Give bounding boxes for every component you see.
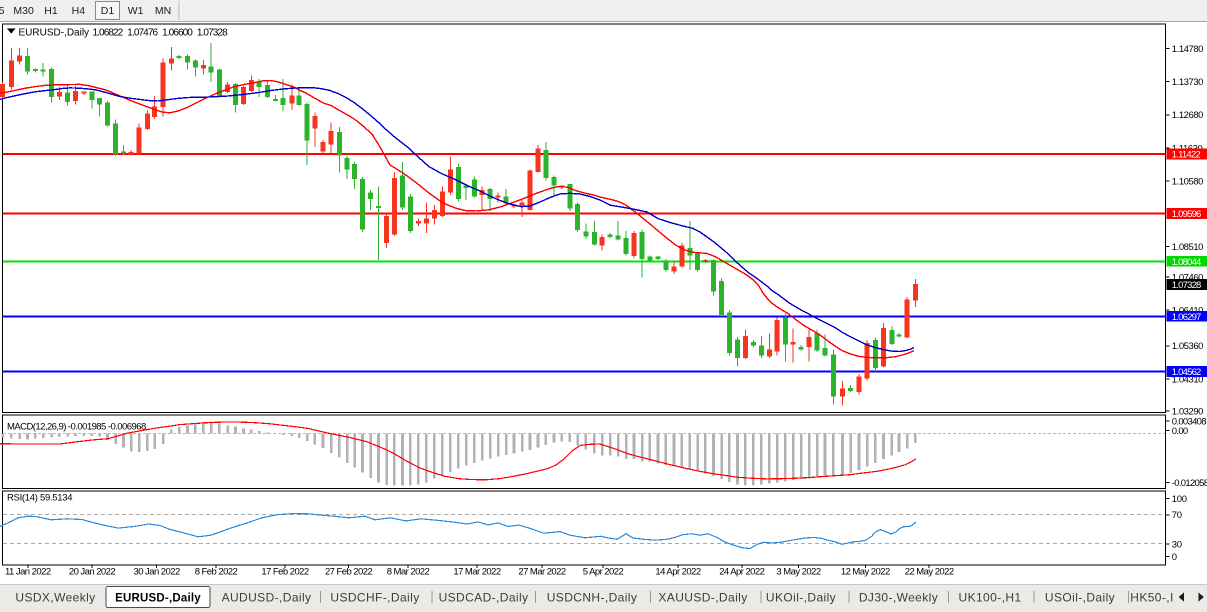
- svg-text:1.06822: 1.06822: [93, 28, 124, 39]
- svg-text:17 Mar 2022: 17 Mar 2022: [453, 567, 501, 578]
- svg-text:RSI(14) 59.5134: RSI(14) 59.5134: [7, 493, 72, 504]
- svg-text:M30: M30: [13, 5, 34, 17]
- svg-text:30 Jan 2022: 30 Jan 2022: [133, 567, 180, 578]
- svg-text:AUDUSD-,Daily: AUDUSD-,Daily: [222, 591, 312, 605]
- svg-text:14 Apr 2022: 14 Apr 2022: [655, 567, 700, 578]
- svg-text:1.07328: 1.07328: [197, 28, 228, 39]
- svg-text:1.07328: 1.07328: [1172, 280, 1201, 291]
- svg-text:MACD(12,26,9) -0.001985 -0.006: MACD(12,26,9) -0.001985 -0.006968: [7, 422, 146, 433]
- svg-text:H1: H1: [44, 5, 58, 17]
- svg-text:3 May 2022: 3 May 2022: [776, 567, 820, 578]
- svg-text:0: 0: [1172, 552, 1177, 563]
- svg-text:1.14780: 1.14780: [1172, 44, 1203, 55]
- svg-text:1.07476: 1.07476: [127, 28, 158, 39]
- svg-text:USDCNH-,Daily: USDCNH-,Daily: [547, 591, 638, 605]
- svg-text:8 Feb 2022: 8 Feb 2022: [195, 567, 238, 578]
- svg-text:1.08510: 1.08510: [1172, 242, 1203, 253]
- svg-text:1.13730: 1.13730: [1172, 77, 1203, 88]
- svg-text:HK50-,I: HK50-,I: [1130, 591, 1173, 605]
- svg-text:5: 5: [0, 5, 5, 17]
- svg-text:1.12680: 1.12680: [1172, 110, 1203, 121]
- svg-text:1.05360: 1.05360: [1172, 341, 1203, 352]
- svg-text:UKOil-,Daily: UKOil-,Daily: [766, 591, 836, 605]
- svg-text:24 Apr 2022: 24 Apr 2022: [719, 567, 764, 578]
- svg-text:1.06600: 1.06600: [162, 28, 193, 39]
- svg-text:EURUSD-,Daily: EURUSD-,Daily: [115, 593, 201, 605]
- svg-text:H4: H4: [72, 5, 86, 17]
- svg-text:17 Feb 2022: 17 Feb 2022: [261, 567, 309, 578]
- svg-text:1.08044: 1.08044: [1172, 257, 1201, 268]
- svg-text:30: 30: [1172, 539, 1182, 550]
- svg-text:1.04310: 1.04310: [1172, 375, 1203, 386]
- svg-text:27 Feb 2022: 27 Feb 2022: [325, 567, 373, 578]
- svg-text:1.10580: 1.10580: [1172, 177, 1203, 188]
- svg-text:8 Mar 2022: 8 Mar 2022: [387, 567, 430, 578]
- svg-text:USDX,Weekly: USDX,Weekly: [15, 591, 95, 605]
- svg-text:27 Mar 2022: 27 Mar 2022: [518, 567, 566, 578]
- svg-text:1.11422: 1.11422: [1172, 149, 1201, 160]
- svg-text:MN: MN: [155, 5, 171, 17]
- svg-text:EURUSD-,Daily: EURUSD-,Daily: [19, 28, 90, 39]
- svg-text:11 Jan 2022: 11 Jan 2022: [5, 567, 51, 578]
- svg-text:1.09596: 1.09596: [1172, 209, 1201, 220]
- svg-text:D1: D1: [101, 5, 115, 17]
- svg-text:70: 70: [1172, 510, 1182, 521]
- svg-text:USOil-,Daily: USOil-,Daily: [1045, 591, 1115, 605]
- svg-text:UK100-,H1: UK100-,H1: [959, 591, 1022, 605]
- svg-text:1.03290: 1.03290: [1172, 407, 1203, 418]
- svg-text:-0.012058: -0.012058: [1172, 478, 1207, 489]
- svg-text:XAUUSD-,Daily: XAUUSD-,Daily: [658, 591, 747, 605]
- svg-text:100: 100: [1172, 494, 1187, 505]
- svg-text:22 May 2022: 22 May 2022: [905, 567, 954, 578]
- svg-text:W1: W1: [128, 5, 144, 17]
- svg-text:USDCHF-,Daily: USDCHF-,Daily: [330, 591, 419, 605]
- svg-text:12 May 2022: 12 May 2022: [841, 567, 890, 578]
- svg-text:1.06297: 1.06297: [1172, 312, 1201, 323]
- svg-text:0.00: 0.00: [1172, 426, 1188, 437]
- svg-text:20 Jan 2022: 20 Jan 2022: [69, 567, 116, 578]
- svg-text:5 Apr 2022: 5 Apr 2022: [583, 567, 624, 578]
- svg-text:DJ30-,Weekly: DJ30-,Weekly: [859, 591, 938, 605]
- svg-text:USDCAD-,Daily: USDCAD-,Daily: [439, 591, 529, 605]
- svg-text:0.003408: 0.003408: [1172, 417, 1206, 428]
- svg-text:1.04562: 1.04562: [1172, 367, 1201, 378]
- svg-text:1.07460: 1.07460: [1172, 272, 1203, 283]
